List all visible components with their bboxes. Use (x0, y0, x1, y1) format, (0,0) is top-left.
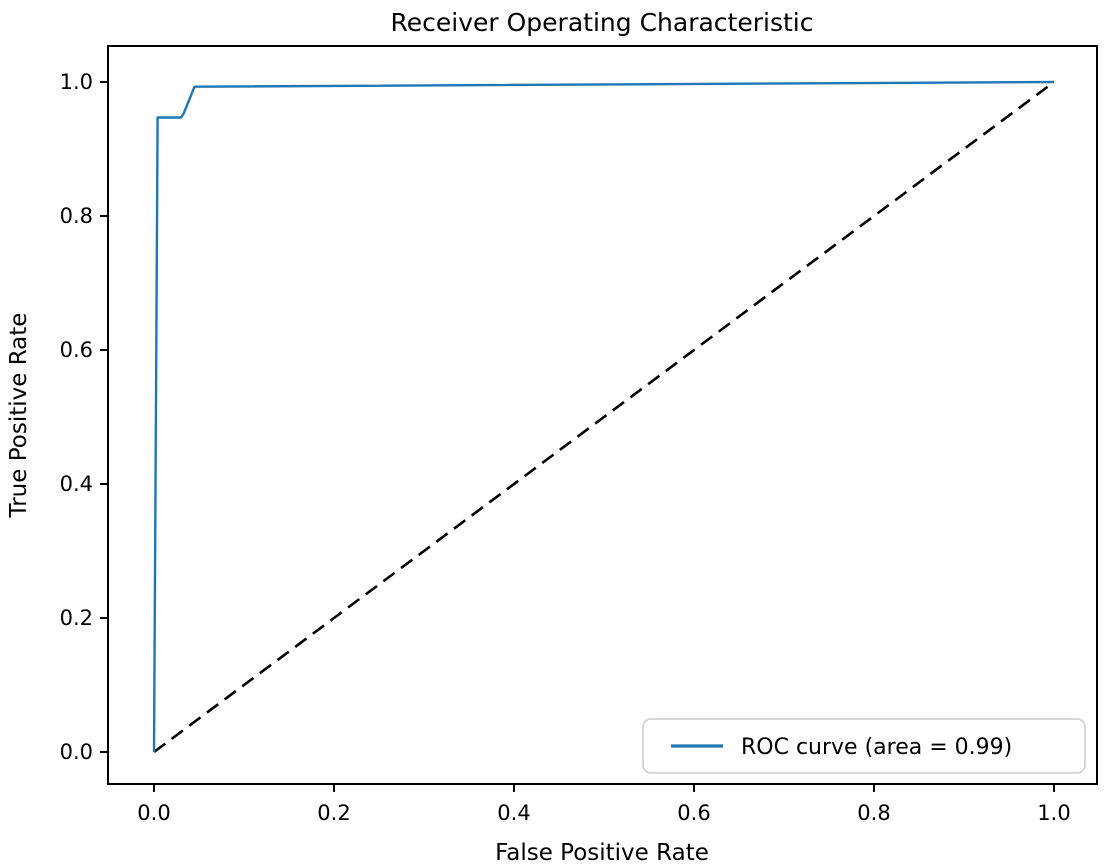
y-tick-label: 0.8 (60, 204, 93, 228)
x-tick-label: 1.0 (1037, 801, 1070, 825)
y-tick-label: 0.0 (60, 740, 93, 764)
x-tick-label: 0.0 (137, 801, 170, 825)
legend: ROC curve (area = 0.99) (642, 718, 1086, 774)
x-axis-label: False Positive Rate (495, 840, 709, 866)
legend-roc-label: ROC curve (area = 0.99) (741, 735, 1012, 760)
x-tick-label: 0.6 (677, 801, 710, 825)
x-tick-label: 0.4 (497, 801, 530, 825)
x-axis-ticks: 0.0 0.2 0.4 0.6 0.8 1.0 (137, 784, 1071, 825)
y-axis-label: True Positive Rate (6, 313, 32, 519)
legend-box (642, 718, 1086, 774)
roc-curve-line (152, 80, 1055, 753)
x-tick-label: 0.2 (317, 801, 350, 825)
plot-area-border (107, 45, 1098, 785)
y-tick-label: 0.6 (60, 338, 93, 362)
chance-diagonal-line (153, 80, 1055, 754)
x-tick-label: 0.8 (857, 801, 890, 825)
chart-title: Receiver Operating Characteristic (391, 8, 814, 37)
y-tick-label: 1.0 (60, 70, 93, 94)
y-tick-label: 0.2 (60, 606, 93, 630)
y-axis-ticks: 0.0 0.2 0.4 0.6 0.8 1.0 (60, 70, 108, 764)
y-tick-label: 0.4 (60, 472, 93, 496)
